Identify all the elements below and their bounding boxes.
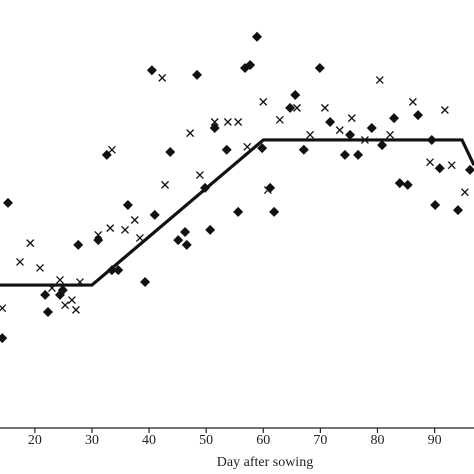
cross-point [186,129,195,138]
cross-point [293,103,301,112]
cross-point [306,130,315,139]
x-tick-label: 90 [428,433,442,448]
cross-point [263,186,272,194]
x-tick-label: 50 [199,433,213,448]
cross-point [161,180,170,189]
diamond-point [389,113,400,124]
cross-point [335,126,344,135]
diamond-point [57,285,68,296]
cross-point [130,216,139,224]
diamond-point [173,235,184,246]
cross-point [275,115,284,124]
diamond-point [298,144,309,155]
cross-point [71,305,80,314]
diamond-point [269,206,280,217]
cross-point [460,188,469,197]
cross-point [243,142,252,151]
cross-point [56,275,64,284]
diamond-point [290,90,301,101]
diamond-point [205,224,216,235]
diamond-point [402,179,413,190]
x-tick-label: 40 [142,433,156,448]
diamond-point [146,65,157,76]
diamond-point [285,102,296,113]
x-tick-label: 80 [370,433,384,448]
diamond-point [122,200,133,211]
x-tick-label: 60 [256,433,270,448]
diamond-point [42,307,53,318]
diamond-point [181,239,192,250]
cross-point [408,97,417,106]
x-tick-label: 20 [28,433,42,448]
cross-point [106,224,115,233]
cross-point [195,171,204,180]
diamond-point [192,69,203,80]
diamond-point [453,205,464,216]
cross-point [0,304,7,313]
cross-point [61,301,70,310]
diamond-point [377,140,388,151]
cross-point [16,257,24,266]
cross-point [259,97,268,106]
diamond-point [93,235,104,246]
diamond-point [430,200,441,211]
diamond-point [2,197,13,208]
diamond-point [40,289,51,300]
cross-point [234,118,243,126]
diamond-point [245,60,256,71]
cross-point [94,231,103,239]
cross-point [223,118,232,126]
cross-point [107,145,116,154]
diamond-point [257,143,268,154]
cross-point [210,118,219,126]
cross-point [67,296,76,304]
cross-point [158,73,167,82]
diamond-point [345,129,356,140]
diamond-point [394,178,405,189]
diamond-point [0,333,8,344]
x-tick-label: 30 [85,433,99,448]
diamond-point [113,265,124,276]
cross-point [426,158,434,167]
diamond-point [325,116,336,127]
fit-line [0,138,474,287]
diamond-point [180,226,191,237]
diamond-point [149,209,160,220]
cross-point [447,161,456,170]
cross-point [440,106,449,114]
diamond-point [233,206,244,217]
cross-point [347,114,356,123]
diamond-point [165,146,176,157]
diamond-point [251,31,262,42]
diamond-point [353,149,364,160]
x-tick-label: 70 [313,433,327,448]
cross-point [26,239,35,248]
diamond-point [140,277,151,288]
x-axis-label: Day after sowing [217,455,313,470]
cross-point [36,263,44,272]
cross-point [135,234,144,242]
diamond-point [209,122,220,133]
diamond-point [434,163,445,174]
cross-point [375,76,384,84]
cross-point [121,225,130,234]
diamond-point [413,110,424,121]
diamond-point [221,144,232,155]
diamond-point [314,63,325,74]
diamond-point [339,149,350,160]
diamond-point [366,122,377,133]
cross-point [386,130,395,139]
cross-point [320,103,329,112]
diamond-point [465,164,474,175]
diamond-point [73,239,84,250]
